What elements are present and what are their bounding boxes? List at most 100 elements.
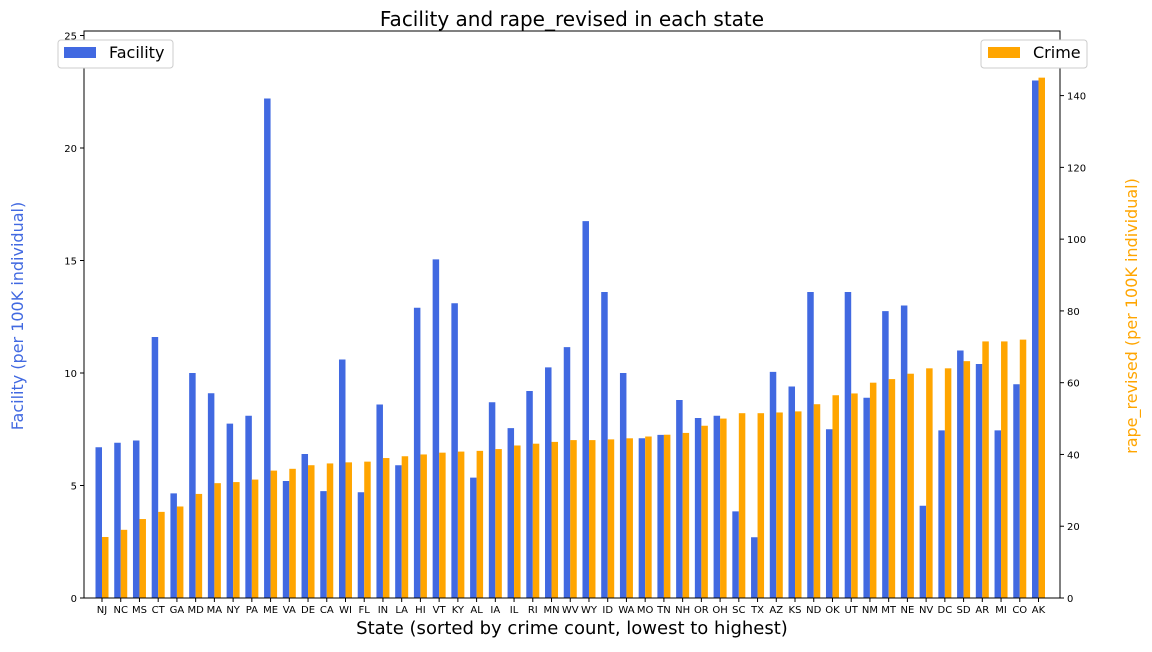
bar-facility-FL (357, 492, 365, 598)
bar-facility-OK (825, 429, 833, 598)
bar-crime-TN (663, 434, 671, 598)
bar-facility-PA (245, 415, 252, 598)
y-right-tick-label: 140 (1067, 92, 1086, 103)
bar-facility-WV (563, 347, 571, 598)
bar-facility-SC (732, 511, 739, 598)
bar-facility-RI (526, 391, 533, 598)
bar-crime-MA (214, 483, 221, 598)
legend-facility-label: Facility (109, 43, 164, 62)
legend-facility-swatch (64, 47, 96, 58)
bar-crime-MN (551, 441, 559, 598)
x-tick-label-NE: NE (900, 605, 914, 616)
x-tick-label-NY: NY (226, 605, 240, 616)
x-tick-label-AR: AR (975, 605, 989, 616)
x-tick-label-IN: IN (378, 605, 388, 616)
bar-facility-TX (751, 537, 758, 598)
bar-crime-MI (1001, 341, 1008, 598)
x-tick-label-OK: OK (825, 605, 840, 616)
y-axis-right-label: rape_revised (per 100K individual) (1122, 178, 1142, 454)
bar-crime-MT (888, 379, 896, 598)
bar-crime-IL (514, 445, 521, 598)
bar-facility-DC (938, 430, 945, 598)
x-tick-label-NC: NC (113, 605, 127, 616)
bar-facility-MO (638, 438, 646, 598)
bar-crime-MD (195, 493, 203, 598)
legend-crime: Crime (980, 39, 1088, 69)
x-tick-label-AK: AK (1032, 605, 1046, 616)
x-tick-label-UT: UT (844, 605, 858, 616)
x-tick-label-KY: KY (452, 605, 465, 616)
bar-facility-NY (226, 423, 234, 598)
y-left-tick-label: 10 (64, 369, 77, 380)
bar-facility-OH (713, 415, 721, 598)
x-tick-label-CO: CO (1012, 605, 1027, 616)
x-tick-label-WV: WV (562, 605, 579, 616)
x-tick-label-AL: AL (470, 605, 483, 616)
bar-crime-PA (251, 479, 259, 598)
bar-facility-IA (488, 402, 496, 598)
x-tick-label-MN: MN (543, 605, 559, 616)
bar-facility-MI (994, 430, 1002, 598)
bar-facility-CT (151, 337, 159, 598)
y-right-tick-label: 80 (1067, 307, 1080, 318)
bar-crime-NJ (102, 536, 109, 598)
bar-facility-ID (601, 292, 608, 598)
x-tick-label-ND: ND (806, 605, 821, 616)
bar-crime-NH (682, 432, 690, 598)
bar-crime-TX (757, 413, 765, 598)
bar-facility-GA (170, 493, 177, 598)
bar-crime-ID (607, 439, 615, 598)
x-tick-label-OR: OR (694, 605, 709, 616)
bar-crime-VA (289, 468, 296, 598)
x-tick-label-IL: IL (510, 605, 519, 616)
x-tick-label-CT: CT (152, 605, 166, 616)
y-left-tick-label: 15 (64, 257, 77, 268)
y-right-tick-label: 100 (1067, 235, 1086, 246)
bar-facility-UT (844, 292, 852, 598)
x-tick-label-IA: IA (490, 605, 500, 616)
bar-crime-HI (420, 454, 427, 598)
x-tick-label-NJ: NJ (97, 605, 107, 616)
y-right-tick-label: 20 (1067, 522, 1080, 533)
x-tick-label-MT: MT (881, 605, 897, 616)
bar-crime-LA (401, 456, 409, 598)
bar-crime-OH (720, 418, 727, 598)
y-axis-left-label: Facility (per 100K individual) (8, 202, 27, 430)
bar-crime-NY (233, 482, 240, 598)
y-right-tick-label: 40 (1067, 450, 1080, 461)
bar-crime-SD (963, 361, 971, 598)
bar-crime-KY (457, 451, 465, 598)
bar-facility-IN (376, 404, 383, 598)
x-tick-label-VT: VT (433, 605, 447, 616)
bar-crime-OK (832, 395, 839, 598)
bar-crime-OR (701, 425, 708, 598)
bar-facility-MD (189, 373, 196, 598)
bar-crime-NC (120, 529, 128, 598)
x-tick-label-SC: SC (732, 605, 745, 616)
x-tick-label-FL: FL (359, 605, 371, 616)
bar-facility-KS (788, 386, 796, 598)
bar-crime-GA (176, 506, 184, 598)
bar-facility-MN (545, 367, 552, 598)
bar-crime-AR (982, 341, 989, 598)
bar-crime-WI (345, 462, 352, 598)
y-left-tick-label: 0 (71, 594, 77, 605)
x-tick-label-DC: DC (938, 605, 953, 616)
x-tick-label-WA: WA (618, 605, 634, 616)
y-left-tick-label: 25 (64, 32, 77, 43)
bar-crime-IN (382, 458, 390, 598)
x-tick-label-OH: OH (712, 605, 727, 616)
y-right-tick-label: 60 (1067, 379, 1080, 390)
bar-crime-CT (158, 511, 165, 598)
x-axis-label: State (sorted by crime count, lowest to … (356, 618, 788, 639)
y-left-tick-label: 20 (64, 144, 77, 155)
bar-facility-TN (657, 434, 664, 598)
bar-crime-AZ (776, 412, 783, 598)
x-tick-label-ID: ID (602, 605, 613, 616)
bar-facility-NM (863, 397, 870, 598)
bar-crime-WA (626, 438, 633, 598)
bar-facility-MS (132, 440, 140, 598)
bar-crime-KS (795, 411, 802, 598)
